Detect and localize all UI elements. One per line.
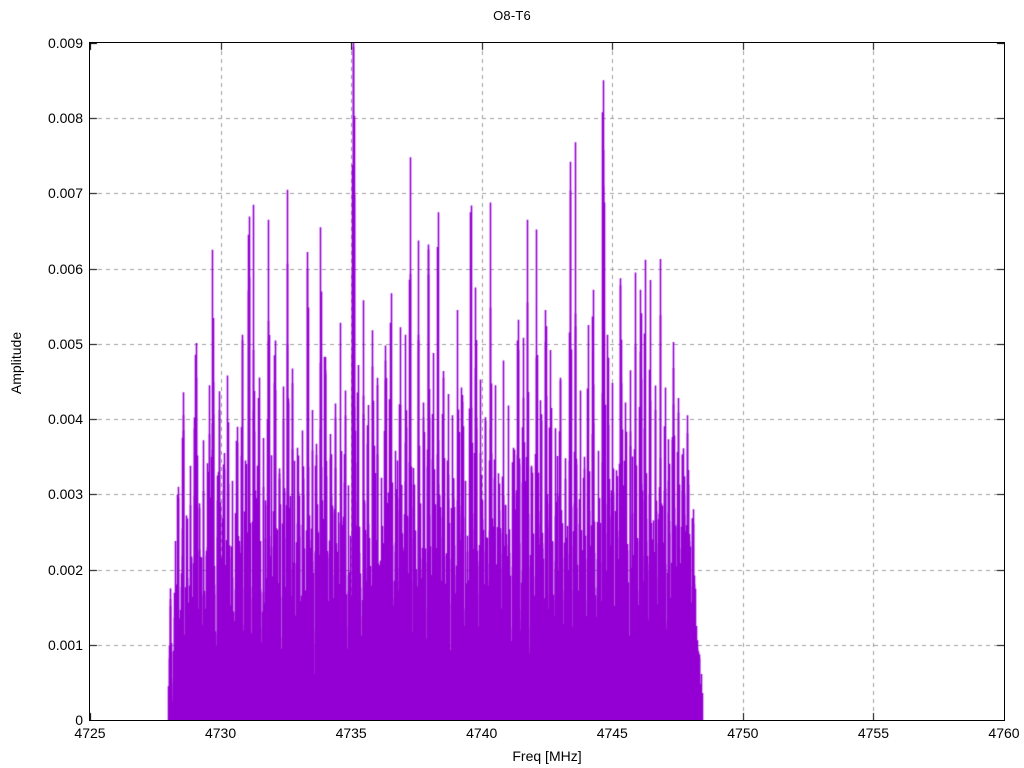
y-tick-label: 0.004 [47,411,83,428]
x-tick-label: 4760 [988,725,1020,741]
x-tick-label: 4740 [466,725,498,741]
y-axis-tick-labels: 0 0.001 0.002 0.003 0.004 0.005 0.006 0.007 0.00… [0,36,83,727]
y-tick-label: 0.002 [47,561,83,578]
y-tick-label: 0 [75,712,83,728]
y-tick-label: 0.006 [47,260,83,277]
x-tick-label: 4755 [857,725,889,741]
y-tick-label: 0.001 [47,636,83,653]
spectrum-plot-canvas [90,43,1004,720]
x-tick-label: 4735 [335,725,367,741]
x-axis-title: Freq [MHz] [512,748,582,764]
x-axis-tick-labels: 4725 4730 4735 4740 4745 4750 4755 4760 [74,725,1019,746]
plot-area [89,42,1005,721]
y-tick-label: 0.005 [47,335,83,352]
x-tick-label: 4750 [727,725,759,741]
y-tick-label: 0.003 [47,486,83,503]
x-tick-label: 4745 [596,725,628,741]
y-tick-label: 0.008 [47,110,83,127]
x-tick-label: 4730 [204,725,237,741]
y-tick-label: 0.007 [47,185,83,202]
y-tick-label: 0.009 [47,35,83,51]
x-tick-label: 4725 [74,725,106,741]
page-title: O8-T6 [493,8,531,23]
